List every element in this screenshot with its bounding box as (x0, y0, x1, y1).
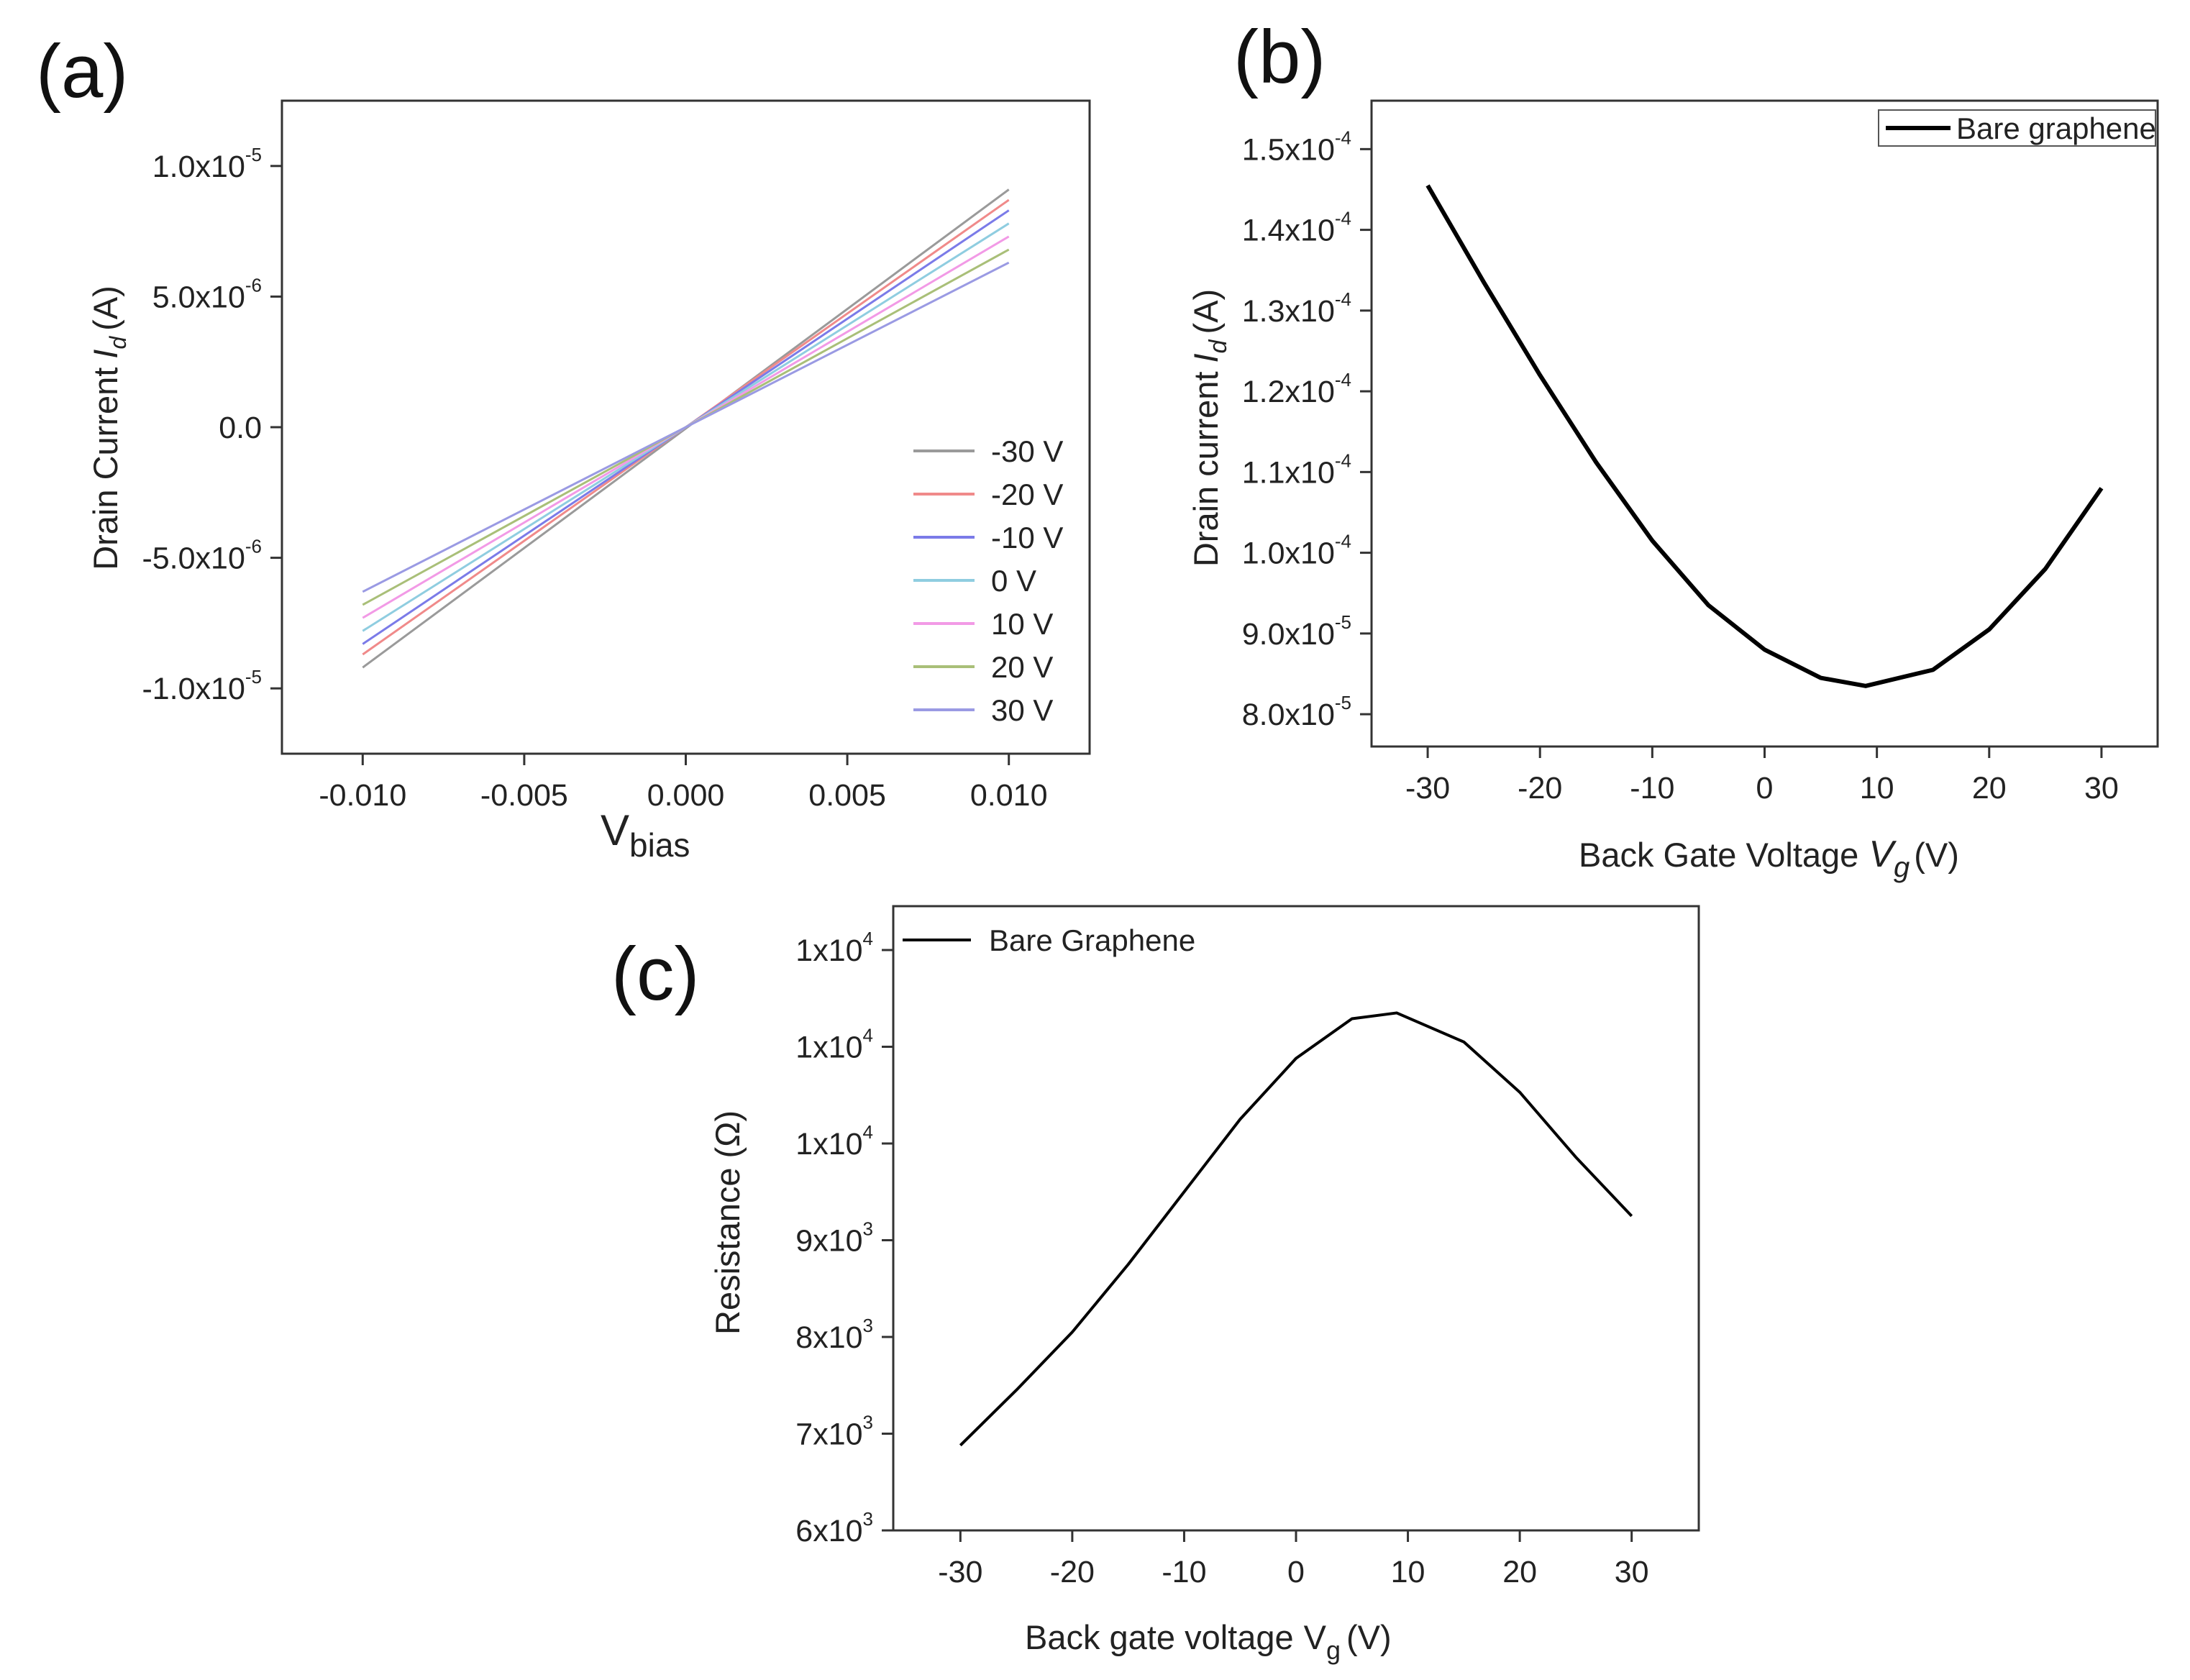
panel-b-x-axis: -30 -20 -10 0 10 20 30 (1405, 747, 2119, 805)
panel-a-x-axis-title: Vbias (601, 806, 690, 864)
b-y-tick-label: 1.0x10-4 (1242, 531, 1351, 571)
panel-a-legend: -30 V -20 V -10 V 0 V 10 V 20 V 30 V (913, 434, 1063, 727)
panel-a-legend-label: 10 V (991, 607, 1053, 641)
c-y-tick-label: 7x103 (795, 1412, 873, 1452)
panel-c-y-axis: 6x103 7x103 8x103 9x103 1x104 1x104 1x104 (795, 928, 893, 1548)
b-y-tick-label: 9.0x10-5 (1242, 611, 1351, 652)
c-y-tick-label: 1x104 (795, 1025, 873, 1065)
panel-b-y-title-sub: d (1205, 339, 1232, 353)
b-y-tick-label: 1.4x10-4 (1242, 208, 1351, 248)
c-y-tick-label: 6x103 (795, 1508, 873, 1548)
b-y-tick-label: 1.1x10-4 (1242, 449, 1351, 490)
b-y-tick-label: 1.2x10-4 (1242, 369, 1351, 409)
b-x-tick-label: 10 (1860, 771, 1894, 805)
panel-a-series-line (362, 261, 1010, 593)
c-y-tick-label: 8x103 (795, 1315, 873, 1355)
b-y-tick-label: 1.5x10-4 (1242, 127, 1351, 167)
c-x-tick-label: 10 (1391, 1555, 1425, 1589)
panel-c: (c) -30 -20 -10 0 10 20 30 6x103 7x103 8x103 9x10… (611, 905, 1700, 1665)
b-x-tick-label: 0 (1756, 771, 1774, 805)
panel-a-legend-label: 30 V (991, 693, 1053, 727)
panel-c-x-title-var: V (1304, 1618, 1327, 1656)
a-x-tick-label: -0.005 (480, 778, 568, 813)
c-x-tick-label: -10 (1162, 1555, 1206, 1589)
c-y-tick-label: 9x103 (795, 1218, 873, 1259)
c-x-tick-label: 0 (1287, 1555, 1305, 1589)
panel-b-y-axis: 8.0x10-5 9.0x10-5 1.0x10-4 1.1x10-4 1.2x10-4… (1242, 127, 1372, 732)
b-y-tick-label: 1.3x10-4 (1242, 288, 1351, 329)
panel-a-legend-label: -30 V (991, 434, 1063, 468)
panel-c-series-group (959, 1011, 1633, 1447)
panel-c-x-axis: -30 -20 -10 0 10 20 30 (938, 1530, 1649, 1589)
panel-c-plot-frame (892, 905, 1700, 1532)
panel-b-y-title-text: Drain current (1187, 371, 1225, 567)
panel-a-x-title-var: V (601, 806, 629, 854)
panel-b-y-axis-title: Drain current Id (A) (1187, 289, 1232, 567)
panel-b-x-title-sub: g (1894, 852, 1910, 883)
panel-c-x-axis-title: Back gate voltage Vg (V) (1025, 1618, 1392, 1665)
b-x-tick-label: -10 (1630, 771, 1674, 805)
panel-a-y-title-text: Drain Current (86, 368, 124, 570)
panel-a-legend-label: -10 V (991, 521, 1063, 554)
panel-a-legend-label: 20 V (991, 650, 1053, 684)
panel-c-legend: Bare Graphene (903, 923, 1195, 957)
a-y-tick-label: -1.0x10-5 (142, 666, 262, 706)
a-y-tick-label: 0.0 (219, 411, 262, 445)
panel-a-y-title-sub: d (105, 336, 131, 350)
panel-a-x-axis: -0.010 -0.005 0.000 0.005 0.010 (319, 754, 1048, 813)
a-x-tick-label: 0.000 (647, 778, 725, 813)
panel-a-legend-label: -20 V (991, 478, 1063, 511)
a-y-tick-label: 5.0x10-6 (152, 274, 262, 314)
panel-a-legend-label: 0 V (991, 564, 1036, 598)
a-x-tick-label: 0.005 (808, 778, 886, 813)
c-x-tick-label: -20 (1050, 1555, 1095, 1589)
c-x-tick-label: 30 (1615, 1555, 1649, 1589)
panel-b-series-group (1425, 184, 2104, 688)
panel-a-label: (a) (36, 29, 128, 114)
panel-c-label: (c) (611, 932, 699, 1016)
panel-a: (a) -0.010 -0.005 0.000 0.005 0.010 1.0x10-5… (36, 29, 1091, 864)
panel-c-x-title-text: Back gate voltage (1025, 1618, 1294, 1656)
panel-b-series-line (1425, 184, 2104, 688)
panel-b-label: (b) (1233, 15, 1326, 99)
a-y-tick-label: 1.0x10-5 (152, 144, 262, 184)
panel-c-x-title-unit: (V) (1346, 1618, 1392, 1656)
panel-c-series-line (959, 1011, 1633, 1447)
panel-b-x-title-unit: (V) (1914, 836, 1959, 874)
panel-a-x-title-sub: bias (629, 826, 690, 864)
panel-b-legend-label: Bare graphene (1956, 111, 2156, 145)
panel-a-y-axis-title: Drain Current Id (A) (86, 286, 131, 570)
b-y-tick-label: 8.0x10-5 (1242, 692, 1351, 732)
c-y-tick-label: 1x104 (795, 1121, 873, 1161)
panel-b-x-axis-title: Back Gate Voltage Vg (V) (1579, 834, 1959, 883)
panel-a-y-title-var: I (86, 350, 124, 359)
panel-b-x-title-var: V (1869, 834, 1897, 875)
panel-a-series-group (362, 188, 1010, 669)
b-x-tick-label: 20 (1972, 771, 2007, 805)
panel-b-x-title-text: Back Gate Voltage (1579, 836, 1858, 874)
b-x-tick-label: -30 (1405, 771, 1450, 805)
a-y-tick-label: -5.0x10-6 (142, 536, 262, 576)
panel-a-y-axis: 1.0x10-5 5.0x10-6 0.0 -5.0x10-6 -1.0x10-5 (142, 144, 282, 706)
a-x-tick-label: -0.010 (319, 778, 406, 813)
panel-b: (b) -30 -20 -10 0 10 20 30 8.0x10-5 9.0x10-5 1.0… (1187, 15, 2159, 883)
c-x-tick-label: 20 (1502, 1555, 1537, 1589)
panel-b-legend: Bare graphene (1878, 109, 2156, 147)
panel-c-legend-label: Bare Graphene (989, 923, 1195, 957)
c-x-tick-label: -30 (938, 1555, 982, 1589)
b-x-tick-label: -20 (1518, 771, 1562, 805)
panel-a-y-title-unit: (A) (86, 286, 124, 331)
panel-b-y-title-var: I (1187, 353, 1225, 362)
panel-b-y-title-unit: (A) (1187, 289, 1225, 334)
a-x-tick-label: 0.010 (970, 778, 1048, 813)
panel-c-y-axis-title: Resistance (Ω) (708, 1110, 747, 1335)
panel-c-x-title-sub: g (1326, 1635, 1341, 1665)
c-y-tick-label: 1x104 (795, 928, 873, 968)
b-x-tick-label: 30 (2084, 771, 2119, 805)
